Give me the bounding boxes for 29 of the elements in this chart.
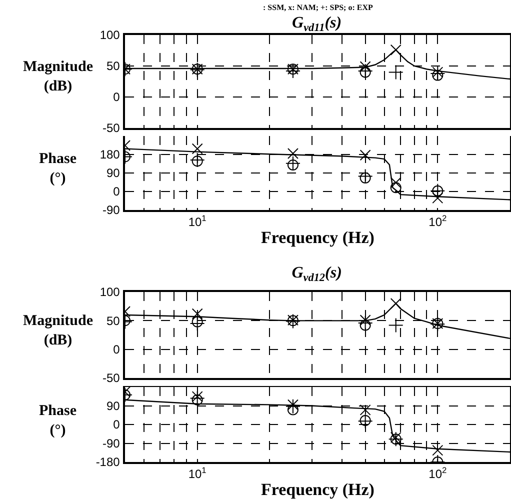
y-axis-title: Phase (°): [39, 403, 77, 438]
x-tick-label: 10$^{2}$: [428, 213, 448, 230]
y-tick-label: -180: [96, 455, 120, 470]
y-tick-label: -90: [102, 203, 120, 218]
y-tick-label: 180: [100, 148, 120, 162]
x-tick-label: 10$^{1}$: [188, 465, 207, 482]
y-tick-label: 0: [113, 90, 120, 104]
x-axis-title: Frequency (Hz): [261, 480, 374, 499]
y-tick-label: 90: [106, 166, 120, 180]
x-axis-title: Frequency (Hz): [261, 228, 374, 247]
chart-title: G$_{vd11}$(s): [292, 14, 342, 34]
y-tick-label: 50: [106, 314, 120, 328]
x-tick-label: 10$^{1}$: [188, 213, 207, 230]
y-tick-label: 100: [100, 285, 120, 300]
y-axis-title: Magnitude (dB): [23, 313, 94, 348]
y-tick-label: 0: [113, 184, 120, 199]
y-tick-label: 0: [113, 342, 120, 357]
y-tick-label: -50: [102, 371, 120, 386]
chart-title: G$_{vd12}$(s): [292, 264, 342, 284]
y-tick-label: 100: [100, 28, 120, 42]
y-tick-label: 0: [113, 418, 120, 432]
y-axis-title: Phase (°): [39, 151, 77, 186]
y-tick-label: -90: [102, 436, 120, 450]
x-tick-label: 10$^{2}$: [428, 465, 448, 482]
y-tick-label: 50: [106, 59, 120, 74]
text: : SSM, x: NAM; +: SPS; o: EXP: [263, 3, 373, 12]
y-tick-label: 90: [106, 398, 120, 413]
y-tick-label: -50: [102, 121, 120, 136]
y-axis-title: Magnitude (dB): [23, 59, 94, 94]
